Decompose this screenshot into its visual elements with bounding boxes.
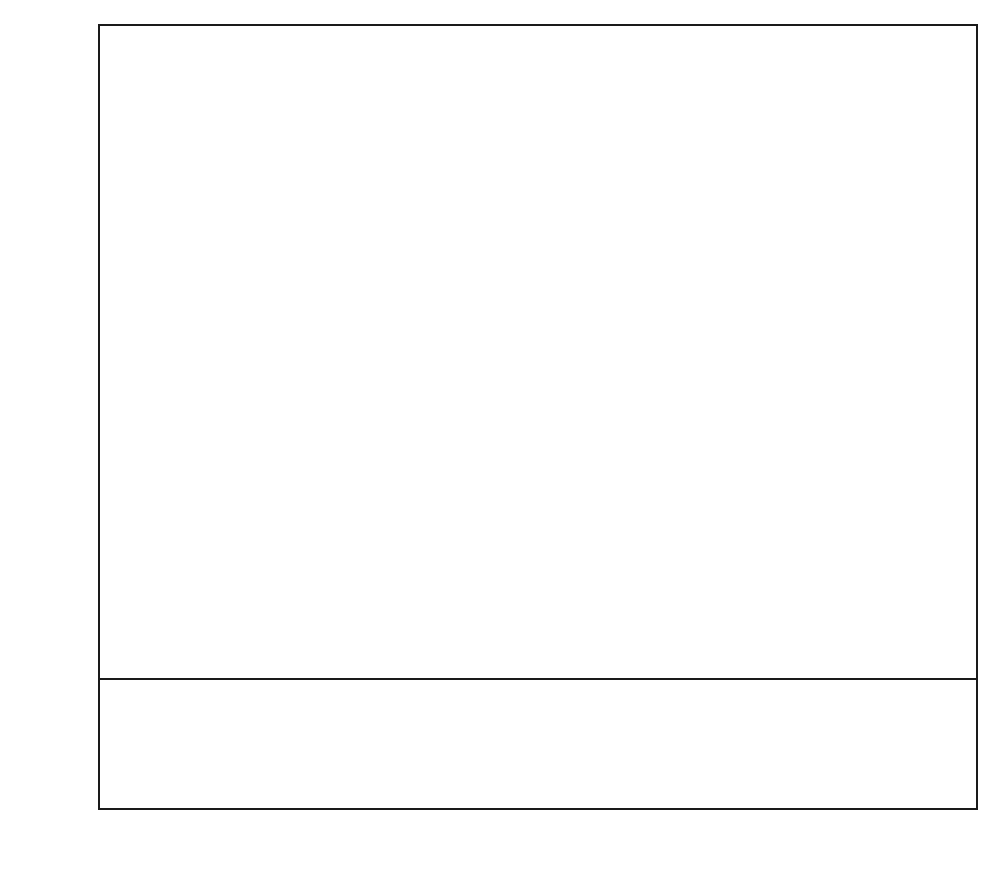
xrd-figure	[0, 0, 1000, 888]
reference-panel	[98, 680, 978, 810]
xrd-pattern-svg	[100, 26, 976, 678]
reference-svg	[100, 680, 976, 806]
xrd-pattern-panel	[98, 24, 978, 680]
